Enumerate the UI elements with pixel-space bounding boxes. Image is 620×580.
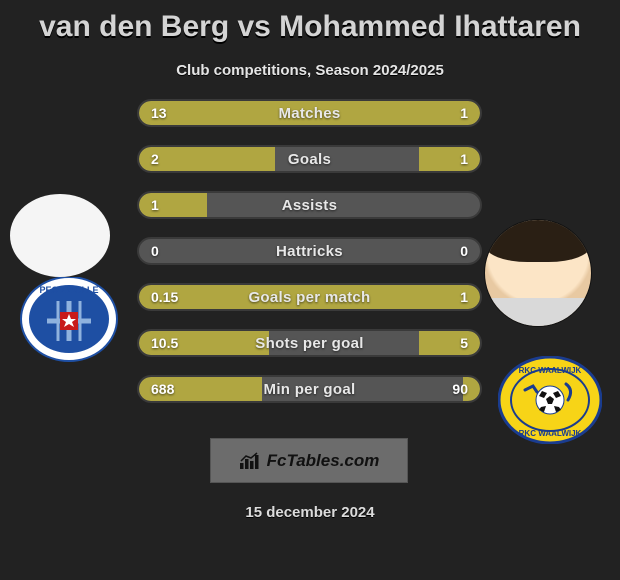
brand-chart-icon — [239, 452, 261, 470]
stat-label: Matches — [139, 101, 480, 125]
brand-box: FcTables.com — [210, 438, 408, 483]
stat-label: Goals — [139, 147, 480, 171]
stat-row: 21Goals — [137, 145, 482, 173]
club-right-logo: RKC WAALWIJK RKC WAALWIJK — [498, 356, 602, 444]
stat-label: Goals per match — [139, 285, 480, 309]
stat-row: 10.55Shots per goal — [137, 329, 482, 357]
club-left-logo: PEC ZWOLLE — [20, 277, 118, 362]
svg-text:RKC WAALWIJK: RKC WAALWIJK — [519, 429, 582, 438]
club-left-text: PEC ZWOLLE — [40, 285, 99, 295]
stat-row: 1Assists — [137, 191, 482, 219]
stat-row: 68890Min per goal — [137, 375, 482, 403]
brand-text: FcTables.com — [267, 451, 380, 471]
svg-text:RKC WAALWIJK: RKC WAALWIJK — [519, 366, 582, 375]
subtitle: Club competitions, Season 2024/2025 — [0, 62, 620, 79]
page-title: van den Berg vs Mohammed Ihattaren — [0, 0, 620, 44]
stat-row: 131Matches — [137, 99, 482, 127]
date-label: 15 december 2024 — [0, 504, 620, 521]
player-left-photo — [10, 194, 110, 277]
stat-label: Hattricks — [139, 239, 480, 263]
stat-row: 00Hattricks — [137, 237, 482, 265]
stat-label: Min per goal — [139, 377, 480, 401]
stat-label: Assists — [139, 193, 480, 217]
stat-label: Shots per goal — [139, 331, 480, 355]
comparison-bars: 131Matches 21Goals 1Assists 00Hattricks 0.15… — [137, 99, 482, 421]
player-right-photo — [484, 219, 592, 327]
stat-row: 0.151Goals per match — [137, 283, 482, 311]
